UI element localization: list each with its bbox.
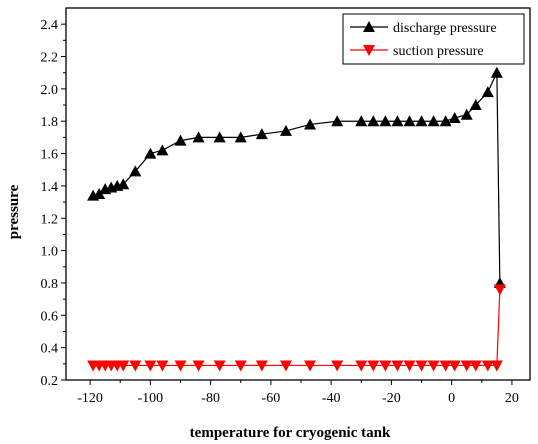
plot-lines <box>87 66 506 372</box>
data-point <box>367 360 380 372</box>
x-axis: -120 -100 -80 -60 -40 -20 0 20 <box>77 380 519 406</box>
y-tick-label: 2.2 <box>41 51 59 66</box>
data-point <box>469 360 482 372</box>
data-point <box>481 360 494 372</box>
y-tick-label: 2.4 <box>41 18 59 33</box>
data-point <box>439 115 452 127</box>
legend-marker-discharge <box>363 21 375 32</box>
data-point <box>469 99 482 111</box>
data-point <box>331 360 344 372</box>
y-axis: 0.2 0.4 0.6 0.8 1.0 1.2 1.4 1.6 1.8 2.0 2.2 2.4 <box>41 18 66 389</box>
data-point <box>403 360 416 372</box>
data-point <box>117 178 130 190</box>
data-point <box>427 115 440 127</box>
data-point <box>156 360 169 372</box>
plot-frame <box>65 7 531 381</box>
data-point <box>255 128 268 140</box>
legend-marker-suction <box>363 45 375 56</box>
data-point <box>192 360 205 372</box>
y-tick-label: 1.6 <box>41 148 59 163</box>
data-point <box>415 360 428 372</box>
data-point <box>355 360 368 372</box>
data-point <box>192 131 205 143</box>
data-point <box>379 360 392 372</box>
series-line-1 <box>93 289 501 367</box>
data-point <box>279 124 292 136</box>
data-point <box>279 360 292 372</box>
data-point <box>174 360 187 372</box>
data-point <box>439 360 452 372</box>
data-point <box>234 131 247 143</box>
data-point <box>129 165 142 177</box>
x-tick-label: 0 <box>448 391 455 406</box>
y-tick-label: 0.4 <box>41 342 59 357</box>
data-point <box>213 131 226 143</box>
data-point <box>331 115 344 127</box>
x-tick-label: -40 <box>322 391 341 406</box>
x-tick-label: 20 <box>505 391 519 406</box>
data-point <box>427 360 440 372</box>
data-point <box>367 115 380 127</box>
legend-label-suction: suction pressure <box>393 44 484 59</box>
data-point <box>493 284 506 296</box>
y-tick-label: 0.2 <box>41 374 59 389</box>
x-tick-label: -60 <box>262 391 281 406</box>
y-axis-title: pressure <box>6 184 22 239</box>
data-point <box>144 360 157 372</box>
y-tick-label: 1.8 <box>41 115 59 130</box>
data-point <box>304 118 317 130</box>
series-line-0 <box>92 72 501 283</box>
data-point <box>174 134 187 146</box>
y-tick-label: 0.8 <box>41 277 59 292</box>
data-point <box>448 360 461 372</box>
x-tick-label: -100 <box>138 391 164 406</box>
data-point <box>448 111 461 123</box>
data-point <box>481 86 494 98</box>
legend-label-discharge: discharge pressure <box>393 21 497 36</box>
legend: discharge pressure suction pressure <box>342 13 525 65</box>
y-tick-label: 1.4 <box>41 180 59 195</box>
data-point <box>117 360 130 372</box>
x-axis-title: temperature for cryogenic tank <box>190 425 391 441</box>
data-point <box>391 115 404 127</box>
data-point <box>144 147 157 159</box>
data-point <box>460 108 473 120</box>
data-point <box>415 115 428 127</box>
data-point <box>391 360 404 372</box>
data-point <box>129 360 142 372</box>
x-tick-label: -120 <box>77 391 103 406</box>
y-tick-label: 1.0 <box>41 245 59 260</box>
data-point <box>355 115 368 127</box>
y-tick-label: 2.0 <box>41 83 59 98</box>
data-point <box>403 115 416 127</box>
data-point <box>460 360 473 372</box>
data-point <box>304 360 317 372</box>
x-tick-label: -20 <box>382 391 401 406</box>
data-point <box>255 360 268 372</box>
x-tick-label: -80 <box>201 391 220 406</box>
data-point <box>156 144 169 156</box>
data-point <box>234 360 247 372</box>
y-tick-label: 1.2 <box>41 212 59 227</box>
data-point <box>213 360 226 372</box>
data-point <box>490 360 503 372</box>
data-point <box>93 188 106 199</box>
legend-box <box>342 13 525 65</box>
y-tick-label: 0.6 <box>41 309 59 324</box>
data-point <box>490 66 503 78</box>
data-point <box>379 115 392 127</box>
